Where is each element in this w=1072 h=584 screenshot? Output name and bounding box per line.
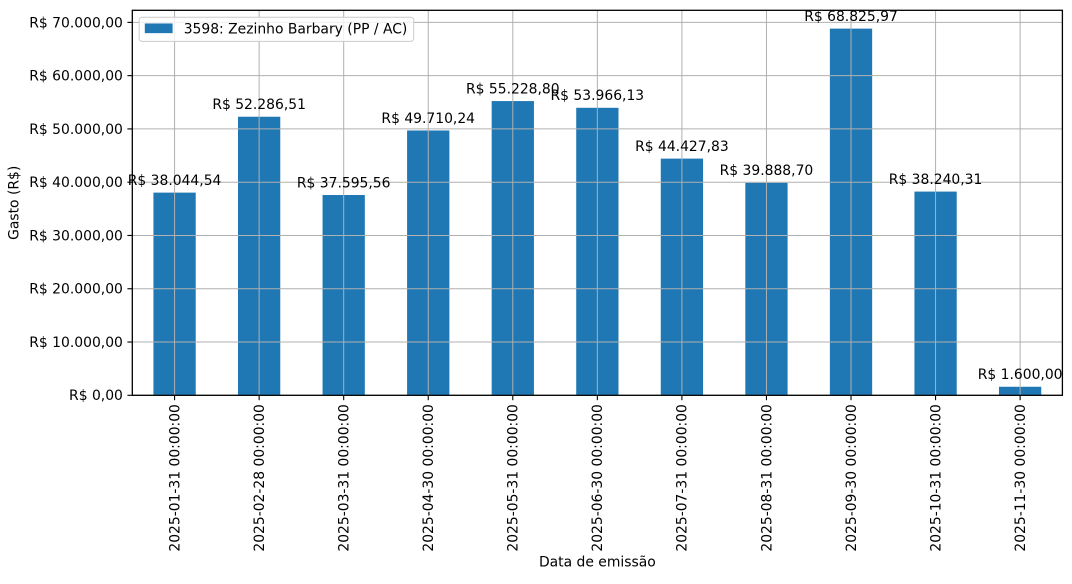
bar-value-label: R$ 39.888,70 bbox=[720, 163, 814, 179]
x-tick-label: 2025-03-31 00:00:00 bbox=[336, 404, 352, 552]
x-tick-label: 2025-02-28 00:00:00 bbox=[252, 404, 268, 552]
tick-marks-group bbox=[127, 21, 1021, 401]
x-tick-label: 2025-09-30 00:00:00 bbox=[844, 404, 860, 552]
bar-value-label: R$ 1.600,00 bbox=[978, 367, 1063, 383]
x-tick-label: 2025-07-31 00:00:00 bbox=[675, 404, 691, 552]
tick-labels-group: R$ 0,00 R$ 10.000,00 R$ 20.000,00 R$ 30.000… bbox=[29, 15, 1029, 551]
x-tick-label: 2025-10-31 00:00:00 bbox=[928, 404, 944, 552]
y-tick-label: R$ 70.000,00 bbox=[29, 15, 123, 31]
bar-value-label: R$ 68.825,97 bbox=[804, 9, 898, 25]
x-tick-label: 2025-11-30 00:00:00 bbox=[1013, 404, 1029, 552]
x-tick-label: 2025-01-31 00:00:00 bbox=[167, 404, 183, 552]
x-axis-label: Data de emissão bbox=[539, 555, 656, 571]
y-tick-label: R$ 10.000,00 bbox=[29, 335, 123, 351]
legend: 3598: Zezinho Barbary (PP / AC) bbox=[138, 16, 415, 42]
bar-value-label: R$ 55.228,80 bbox=[466, 81, 560, 97]
y-tick-label: R$ 60.000,00 bbox=[29, 69, 123, 85]
x-tick-label: 2025-05-31 00:00:00 bbox=[506, 404, 522, 552]
bar-value-label: R$ 38.044,54 bbox=[128, 173, 222, 189]
y-tick-label: R$ 20.000,00 bbox=[29, 282, 123, 298]
legend-label: 3598: Zezinho Barbary (PP / AC) bbox=[184, 21, 408, 37]
legend-swatch bbox=[144, 23, 173, 34]
bar-value-label: R$ 53.966,13 bbox=[551, 88, 645, 104]
bar-value-label: R$ 38.240,31 bbox=[889, 172, 983, 188]
y-tick-label: R$ 30.000,00 bbox=[29, 228, 123, 244]
bar-value-label: R$ 49.710,24 bbox=[381, 111, 475, 127]
bar-value-label: R$ 52.286,51 bbox=[212, 97, 306, 113]
x-tick-label: 2025-04-30 00:00:00 bbox=[421, 404, 437, 552]
y-tick-label: R$ 50.000,00 bbox=[29, 122, 123, 138]
bar-value-label: R$ 37.595,56 bbox=[297, 175, 391, 191]
legend-frame bbox=[138, 16, 415, 42]
x-tick-label: 2025-08-31 00:00:00 bbox=[759, 404, 775, 552]
x-tick-label: 2025-06-30 00:00:00 bbox=[590, 404, 606, 552]
y-tick-label: R$ 40.000,00 bbox=[29, 175, 123, 191]
y-axis-label: Gasto (R$) bbox=[7, 166, 23, 240]
bar-value-label: R$ 44.427,83 bbox=[635, 139, 729, 155]
y-tick-label: R$ 0,00 bbox=[69, 388, 123, 404]
bar-value-labels-group: R$ 38.044,54 R$ 52.286,51 R$ 37.595,56 R$ 4… bbox=[128, 9, 1063, 383]
